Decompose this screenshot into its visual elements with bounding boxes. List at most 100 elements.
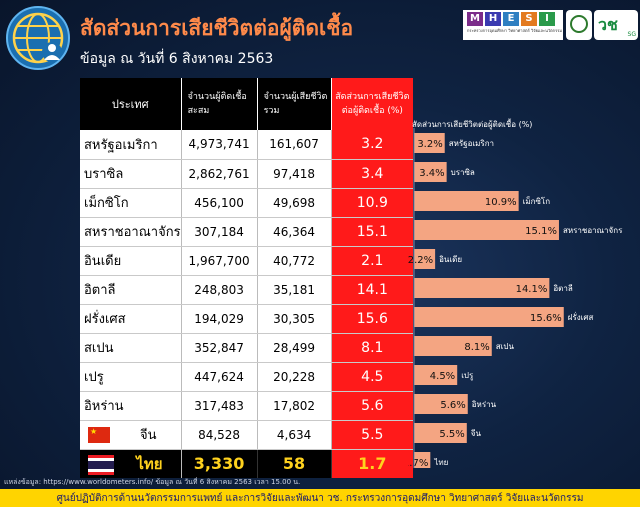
chart-title: สัดส่วนการเสียชีวิตต่อผู้ติดเชื้อ (%) [412,120,533,129]
cell-deaths: 30,305 [257,304,332,334]
cell-country: สหราชอาณาจักร [80,217,182,247]
table-row: อินเดีย 1,967,700 40,772 2.1 [80,246,414,276]
chart-category-label: เม็กซิโก [523,196,551,206]
mhesi-letter: H [485,12,501,26]
cell-rate: 3.2 [331,130,414,160]
vch-logo-text: วช [598,15,618,34]
chart-category-label: อิตาลี [553,284,573,293]
cell-deaths: 28,499 [257,333,332,363]
cell-country: สหรัฐอเมริกา [80,130,182,160]
footer-source: แหล่งข้อมูล: https://www.worldometers.in… [4,478,301,486]
cell-country: เม็กซิโก [80,188,182,218]
cell-rate: 5.6 [331,391,414,421]
cell-rate: 1.7 [331,449,414,478]
table-row-thailand: ไทย 3,330 58 1.7 [80,449,414,478]
chart-bar [414,365,458,385]
mhesi-tagline: กระทรวงการอุดมศึกษา วิทยาศาสตร์ วิจัยและ… [467,28,563,33]
cell-rate: 14.1 [331,275,414,305]
chart-bar [414,249,436,269]
cell-cases: 307,184 [181,217,258,247]
header-deaths: จำนวนผู้เสียชีวิต รวม [257,78,332,130]
header-rate-line2: ต่อผู้ติดเชื้อ (%) [341,106,403,116]
chart-bar [414,307,564,327]
cell-deaths: 161,607 [257,130,332,160]
chart-bar-value-label: 15.1% [525,226,557,237]
header-deaths-line2: รวม [263,106,280,116]
thailand-label: ไทย [136,454,163,473]
cell-cases: 352,847 [181,333,258,363]
seal-logo [566,10,592,40]
chart-bar-value-label: 8.1% [464,342,489,353]
header-country: ประเทศ [80,78,182,130]
cell-deaths: 35,181 [257,275,332,305]
chart-bar [414,394,468,414]
chart-category-label: สหราชอาณาจักร [563,226,623,235]
mhesi-letter: I [539,12,555,26]
mhesi-letter: S [521,12,537,26]
chart-bar [414,336,492,356]
chart-bar-value-label: 4.5% [430,371,455,382]
header-deaths-line1: จำนวนผู้เสียชีวิต [263,92,328,102]
cell-country: อินเดีย [80,246,182,276]
mhesi-letter: E [503,12,519,26]
table-row-china: ★ จีน 84,528 4,634 5.5 [80,420,414,450]
table-header-row: ประเทศ จำนวนผู้ติดเชื้อ สะสม จำนวนผู้เสี… [80,78,414,130]
cell-cases: 456,100 [181,188,258,218]
chart-bar-value-label: 14.1% [516,284,548,295]
footer-bar: ศูนย์ปฏิบัติการด้านนวัตกรรมการแพทย์ และก… [0,489,640,507]
cell-deaths: 49,698 [257,188,332,218]
chart-bar-value-label: 3.2% [417,139,442,150]
chart-category-label: สเปน [496,342,515,351]
chart-bar [414,162,447,182]
cell-country: สเปน [80,333,182,363]
cell-cases: 84,528 [181,420,258,450]
header-rate: สัดส่วนการเสียชีวิต ต่อผู้ติดเชื้อ (%) [331,78,414,130]
chart-bar-value-label: 5.5% [439,429,464,440]
cell-rate: 5.5 [331,420,414,450]
header-cases-line1: จำนวนผู้ติดเชื้อ [187,92,247,102]
cell-cases: 194,029 [181,304,258,334]
table-row: สเปน 352,847 28,499 8.1 [80,333,414,363]
cell-cases: 1,967,700 [181,246,258,276]
chart-bar-value-label: 5.6% [440,400,465,411]
table-row: บราซิล 2,862,761 97,418 3.4 [80,159,414,189]
header-cases: จำนวนผู้ติดเชื้อ สะสม [181,78,258,130]
cell-country: เปรู [80,362,182,392]
globe-people-icon [6,6,70,70]
cell-rate: 8.1 [331,333,414,363]
table-row: ฝรั่งเศส 194,029 30,305 15.6 [80,304,414,334]
china-flag-icon: ★ [88,426,110,443]
cell-deaths: 40,772 [257,246,332,276]
chart-bar [414,191,519,211]
page-title: สัดส่วนการเสียชีวิตต่อผู้ติดเชื้อ [80,16,354,40]
table-row: สหรัฐอเมริกา 4,973,741 161,607 3.2 [80,130,414,160]
cell-deaths: 46,364 [257,217,332,247]
footer-org: ศูนย์ปฏิบัติการด้านนวัตกรรมการแพทย์ และก… [56,493,584,504]
cell-country: ฝรั่งเศส [80,304,182,334]
chart-bar-value-label: 1.7% [408,458,428,468]
chart-bar-value-label: 3.4% [419,168,444,179]
chart-category-label: เปรู [461,371,474,381]
table-row: อิตาลี 248,803 35,181 14.1 [80,275,414,305]
table-row: เม็กซิโก 456,100 49,698 10.9 [80,188,414,218]
cell-rate: 2.1 [331,246,414,276]
header-cases-line2: สะสม [187,106,210,116]
chart-category-label: อิหร่าน [472,400,497,409]
cell-rate: 3.4 [331,159,414,189]
cell-rate: 15.1 [331,217,414,247]
chart-bar-value-label: 10.9% [485,197,517,208]
vch-logo: วช SG [594,10,638,40]
cell-deaths: 17,802 [257,391,332,421]
cell-rate: 4.5 [331,362,414,392]
cell-cases: 3,330 [181,449,258,478]
cfr-bar-chart: 3.2% สหรัฐอเมริกา 3.4% บราซิล 10.9% เม็กซิโก 1… [408,128,623,468]
cell-country: ★ จีน [80,420,182,450]
chart-category-label: อินเดีย [439,255,462,264]
table-row: อิหร่าน 317,483 17,802 5.6 [80,391,414,421]
page-subtitle: ข้อมูล ณ วันที่ 6 สิงหาคม 2563 [80,51,274,67]
cell-deaths: 58 [257,449,332,478]
cfr-table: ประเทศ จำนวนผู้ติดเชื้อ สะสม จำนวนผู้เสี… [80,78,414,478]
cell-cases: 447,624 [181,362,258,392]
china-label: จีน [140,428,157,443]
